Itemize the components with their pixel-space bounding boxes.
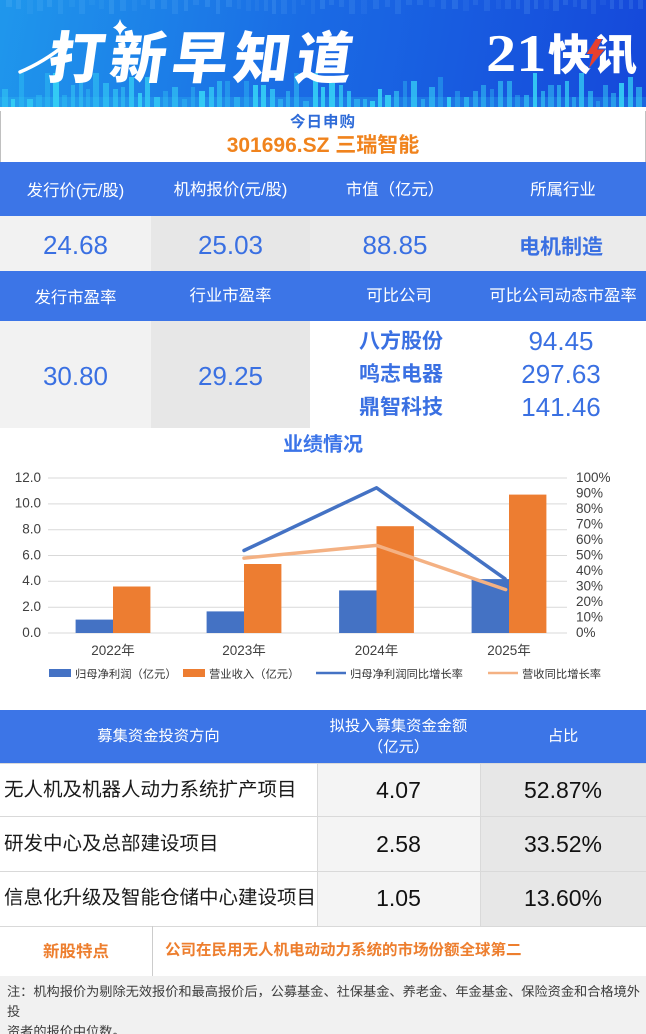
svg-text:100%: 100% [576, 470, 611, 485]
svg-text:6.0: 6.0 [22, 547, 41, 562]
svg-text:70%: 70% [576, 516, 603, 531]
svg-text:8.0: 8.0 [22, 522, 41, 537]
svg-text:2022年: 2022年 [91, 643, 135, 658]
svg-text:90%: 90% [576, 485, 603, 500]
svg-text:30%: 30% [576, 578, 603, 593]
svg-text:归母净利润同比增长率: 归母净利润同比增长率 [350, 668, 463, 681]
svg-text:营收同比增长率: 营收同比增长率 [522, 668, 601, 681]
svg-text:归母净利润（亿元）: 归母净利润（亿元） [75, 668, 177, 681]
svg-text:12.0: 12.0 [15, 470, 41, 485]
svg-text:50%: 50% [576, 547, 603, 562]
svg-text:2023年: 2023年 [222, 643, 266, 658]
svg-text:2024年: 2024年 [355, 643, 399, 658]
svg-text:10%: 10% [576, 609, 603, 624]
svg-text:4.0: 4.0 [22, 573, 41, 588]
svg-text:0.0: 0.0 [22, 625, 41, 640]
svg-text:60%: 60% [576, 532, 603, 547]
svg-text:20%: 20% [576, 594, 603, 609]
svg-text:10.0: 10.0 [15, 496, 41, 511]
svg-text:2.0: 2.0 [22, 599, 41, 614]
svg-text:营业收入（亿元）: 营业收入（亿元） [209, 668, 299, 681]
svg-text:2025年: 2025年 [487, 643, 531, 658]
svg-text:40%: 40% [576, 563, 603, 578]
svg-text:0%: 0% [576, 625, 596, 640]
svg-text:80%: 80% [576, 501, 603, 516]
